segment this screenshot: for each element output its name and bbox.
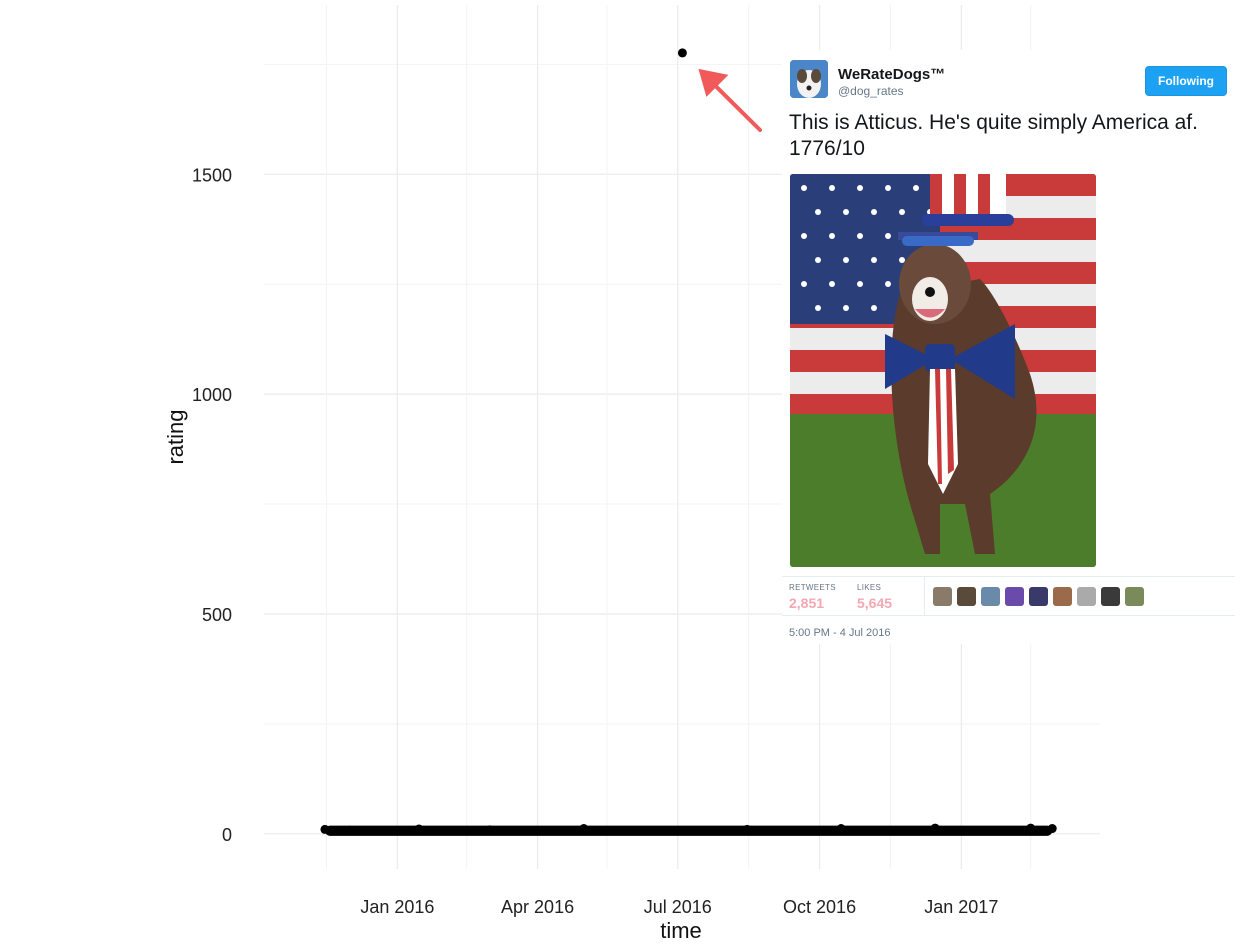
- avatar[interactable]: [790, 60, 828, 98]
- data-point: [320, 824, 330, 834]
- dog-flag-photo: [790, 174, 1096, 567]
- liker-avatar[interactable]: [1029, 587, 1048, 606]
- x-axis-title: time: [660, 918, 702, 943]
- stats-divider: [924, 577, 925, 615]
- retweets-count[interactable]: 2,851: [789, 595, 825, 611]
- x-tick-label: Jan 2016: [360, 897, 434, 917]
- following-button[interactable]: Following: [1145, 66, 1227, 96]
- dense-band: [324, 825, 1053, 836]
- x-tick-label: Jan 2017: [924, 897, 998, 917]
- likes-label: LIKES: [857, 583, 882, 592]
- data-point: [836, 824, 846, 834]
- data-points: [320, 48, 1057, 835]
- data-point: [579, 824, 589, 834]
- account-name[interactable]: WeRateDogs™: [838, 66, 946, 83]
- data-point: [485, 825, 495, 835]
- annotation-arrow: [698, 68, 762, 132]
- liker-avatar[interactable]: [1077, 587, 1096, 606]
- data-point: [742, 824, 752, 834]
- arrow-head: [698, 68, 729, 97]
- tweet-stats: RETWEETS 2,851 LIKES 5,645: [782, 576, 1235, 616]
- x-axis: Jan 2016 Apr 2016 Jul 2016 Oct 2016 Jan 2017: [360, 897, 998, 917]
- liker-avatar[interactable]: [957, 587, 976, 606]
- liker-avatar[interactable]: [981, 587, 1000, 606]
- data-point: [345, 825, 355, 835]
- liker-avatar[interactable]: [1125, 587, 1144, 606]
- liker-avatar[interactable]: [933, 587, 952, 606]
- liker-avatar[interactable]: [1101, 587, 1120, 606]
- x-tick-label: Apr 2016: [501, 897, 574, 917]
- y-tick-label: 1000: [192, 385, 232, 405]
- y-tick-label: 500: [202, 605, 232, 625]
- liker-avatar[interactable]: [1053, 587, 1072, 606]
- tweet-card: WeRateDogs™ @dog_rates Following This is…: [782, 50, 1257, 644]
- y-tick-label: 1500: [192, 165, 232, 185]
- liker-avatar[interactable]: [1005, 587, 1024, 606]
- dog-avatar-icon: [790, 60, 828, 98]
- tweet-timestamp[interactable]: 5:00 PM - 4 Jul 2016: [789, 627, 891, 639]
- data-point: [1047, 824, 1057, 834]
- data-point: [414, 824, 424, 834]
- tweet-photo[interactable]: [790, 174, 1096, 567]
- y-axis: 0 500 1000 1500: [192, 165, 232, 845]
- data-point: [930, 823, 940, 833]
- likes-count[interactable]: 5,645: [857, 595, 893, 611]
- account-handle[interactable]: @dog_rates: [838, 84, 904, 98]
- retweets-label: RETWEETS: [789, 583, 836, 592]
- tweet-text: This is Atticus. He's quite simply Ameri…: [789, 111, 1198, 160]
- x-tick-label: Oct 2016: [783, 897, 856, 917]
- dense-points-band: [324, 825, 1053, 836]
- x-tick-label: Jul 2016: [644, 897, 712, 917]
- y-axis-title: rating: [163, 409, 188, 464]
- y-tick-label: 0: [222, 825, 232, 845]
- data-point: [1026, 823, 1036, 833]
- data-point: [677, 48, 687, 58]
